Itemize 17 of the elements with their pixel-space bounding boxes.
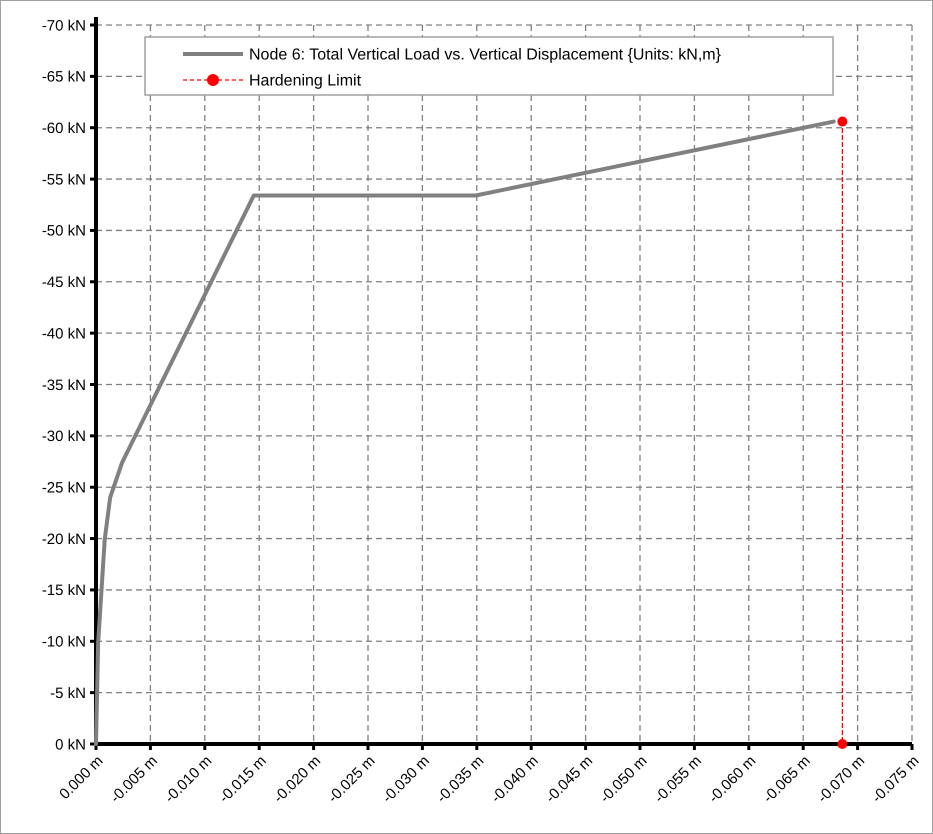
y-tick-label: -45 kN	[42, 274, 86, 292]
y-tick-label: -5 kN	[50, 684, 86, 702]
y-tick-label: -25 kN	[42, 479, 86, 496]
y-tick-label: -60 kN	[42, 120, 86, 137]
y-tick-label: -55 kN	[42, 171, 86, 188]
y-tick-label: 0 kN	[55, 736, 86, 754]
y-tick-label: -10 kN	[42, 634, 86, 651]
y-tick-label: -70 kN	[42, 17, 86, 34]
y-tick-label: -30 kN	[42, 428, 86, 446]
y-tick-label: -20 kN	[42, 530, 86, 548]
y-tick-label: -40 kN	[42, 325, 86, 342]
y-tick-label: -15 kN	[42, 582, 86, 600]
y-tick-label: -35 kN	[42, 376, 86, 394]
y-tick-label: -50 kN	[42, 222, 86, 240]
legend-label: Node 6: Total Vertical Load vs. Vertical Displacement {Units: kN,m}	[249, 46, 722, 64]
legend-label: Hardening Limit	[249, 72, 362, 90]
y-tick-label: -65 kN	[42, 68, 86, 86]
